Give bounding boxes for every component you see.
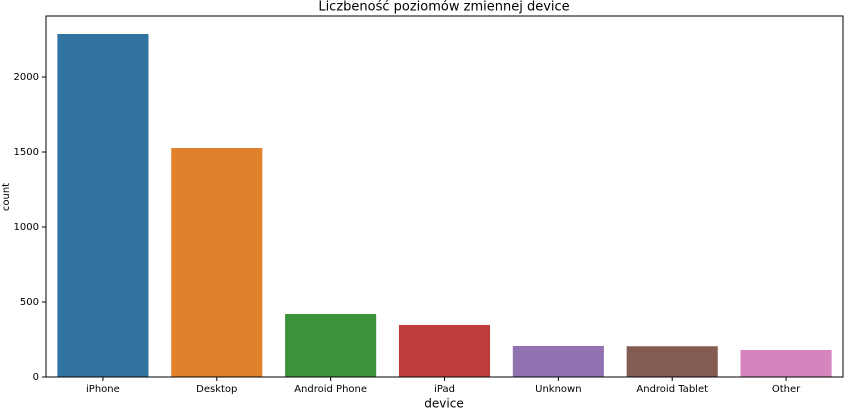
bar (171, 147, 263, 377)
y-tick-label: 0 (33, 372, 39, 383)
bar (57, 33, 149, 378)
y-axis-label: count (1, 183, 12, 211)
chart-title: Liczbeność poziomów zmiennej device (318, 0, 569, 15)
x-tick-label: iPad (434, 384, 455, 395)
y-tick-label: 2000 (14, 72, 39, 83)
y-tick-label: 500 (20, 297, 39, 308)
plot-frame (45, 15, 844, 378)
x-tick-label: Android Tablet (636, 384, 708, 395)
x-axis-label: device (424, 397, 463, 411)
bar (512, 345, 604, 377)
x-tick-label: Android Phone (294, 384, 367, 395)
bar (740, 350, 832, 377)
y-tick-label: 1500 (14, 147, 39, 158)
x-tick-label: Desktop (196, 384, 237, 395)
bar (285, 314, 377, 377)
y-tick-label: 1000 (14, 222, 39, 233)
bar (626, 346, 718, 377)
bar (398, 324, 491, 377)
x-tick-label: iPhone (86, 384, 120, 395)
x-tick-label: Unknown (535, 384, 581, 395)
x-tick-label: Other (772, 384, 801, 395)
